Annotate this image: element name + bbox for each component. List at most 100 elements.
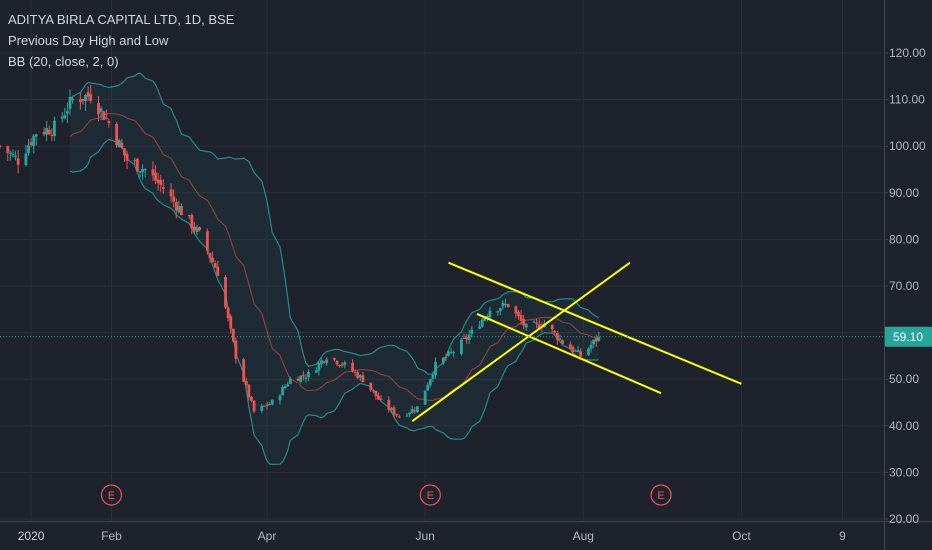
candle-body	[278, 395, 282, 401]
candle-body	[470, 329, 474, 334]
candle-body	[535, 322, 539, 324]
y-tick-label: 30.00	[889, 465, 919, 479]
candle-body	[296, 378, 300, 381]
candle-body	[104, 117, 108, 119]
candle-body	[501, 302, 505, 307]
candle-body	[260, 405, 264, 411]
bb-upper-band	[69, 72, 600, 375]
candle-body	[517, 311, 520, 317]
y-tick-label: 80.00	[889, 232, 919, 246]
indicator-bollinger-bands[interactable]: BB (20, close, 2, 0)	[8, 54, 119, 69]
candle-body	[431, 374, 435, 379]
candle-body	[333, 357, 336, 360]
candle-body	[8, 152, 12, 154]
candle-body	[143, 169, 147, 171]
candle-body	[356, 372, 360, 379]
trendlines	[0, 261, 884, 422]
candle-body	[340, 364, 344, 366]
candle-body	[226, 307, 230, 318]
candle-body	[351, 363, 354, 372]
candle-body	[45, 128, 49, 135]
grid	[0, 0, 884, 521]
candle-body	[156, 179, 160, 183]
candle-body	[252, 400, 256, 412]
candle-body	[34, 134, 38, 137]
candle-body	[441, 357, 445, 364]
candle-body	[14, 155, 17, 157]
candle-body	[480, 319, 484, 327]
indicator-prev-day-high-low[interactable]: Previous Day High and Low	[8, 33, 169, 48]
candle-body	[408, 412, 411, 415]
y-tick-label: 110.00	[889, 93, 925, 107]
candle-body	[301, 375, 305, 377]
candle-body	[353, 371, 357, 373]
candle-body	[579, 351, 583, 357]
candle-body	[250, 397, 253, 401]
candle-body	[387, 399, 391, 410]
candle-body	[392, 407, 396, 415]
candle-body	[478, 326, 481, 329]
candle-body	[550, 324, 554, 330]
candle-body	[29, 142, 33, 146]
candle-body	[483, 317, 487, 321]
candle-body	[405, 415, 409, 417]
candle-body	[216, 266, 220, 276]
candle-body	[265, 404, 269, 406]
candle-body	[462, 337, 466, 339]
trendline-2	[476, 313, 662, 395]
last-price-tag	[885, 326, 932, 347]
candle-body	[519, 315, 523, 321]
candle-body	[283, 386, 287, 389]
candle-body	[180, 205, 183, 216]
candle-body	[6, 146, 10, 153]
x-tick-label: Aug	[573, 529, 594, 543]
candle-body	[397, 416, 401, 418]
candle-body	[377, 395, 380, 400]
y-tick-label: 90.00	[889, 186, 919, 200]
candle-body	[68, 96, 72, 109]
candle-body	[60, 116, 64, 119]
candle-body	[320, 360, 323, 365]
candle-body	[496, 311, 500, 313]
candle-body	[555, 333, 559, 340]
y-tick-label: 50.00	[889, 372, 919, 386]
bb-lower-band	[69, 138, 599, 466]
x-tick-label: 9	[839, 529, 846, 543]
candle-body	[78, 99, 82, 103]
x-tick-label: Oct	[732, 529, 751, 543]
candle-body	[205, 231, 209, 251]
candle-body	[115, 123, 119, 146]
chart-legend: ADITYA BIRLA CAPITAL LTD, 1D, BSE Previo…	[8, 9, 234, 72]
candle-body	[576, 350, 580, 353]
candle-body	[514, 306, 518, 314]
candle-body	[423, 390, 427, 405]
candle-body	[338, 365, 342, 367]
earnings-marker	[419, 484, 441, 506]
candle-body	[208, 253, 212, 258]
candle-body	[537, 323, 541, 329]
candle-body	[571, 347, 575, 353]
candle-body	[42, 131, 46, 135]
candle-body	[133, 160, 137, 162]
candle-body	[574, 350, 577, 352]
candle-body	[428, 378, 432, 386]
candle-body	[86, 92, 90, 97]
candle-body	[53, 120, 56, 137]
candle-body	[123, 148, 126, 156]
candle-body	[286, 384, 290, 387]
candle-body	[141, 168, 144, 172]
candle-body	[444, 356, 448, 358]
candle-body	[488, 310, 492, 318]
earnings-marker	[650, 484, 672, 506]
candle-body	[120, 142, 124, 148]
candle-body	[187, 215, 191, 217]
earnings-marker-label: E	[427, 490, 434, 502]
candle-body	[231, 328, 235, 342]
candle-body	[224, 276, 227, 308]
candle-body	[63, 115, 67, 119]
candle-body	[66, 111, 69, 114]
symbol-title[interactable]: ADITYA BIRLA CAPITAL LTD, 1D, BSE	[8, 12, 235, 27]
candle-body	[299, 375, 303, 383]
y-tick-label: 100.00	[889, 139, 926, 153]
